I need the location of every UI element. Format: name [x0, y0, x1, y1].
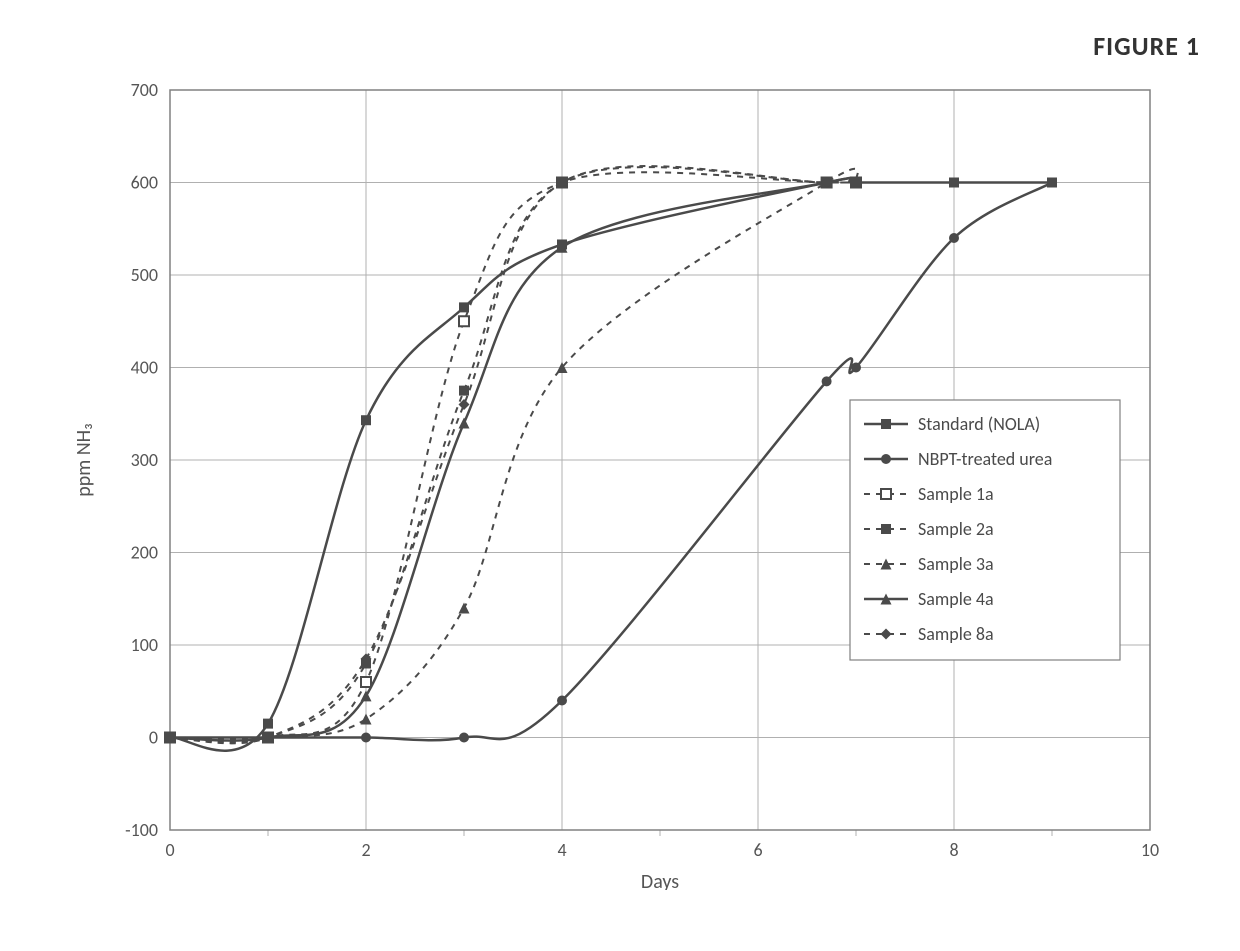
y-tick-label: -100: [125, 819, 158, 841]
legend-label: Sample 2a: [918, 518, 994, 540]
y-tick-label: 400: [131, 357, 158, 379]
y-tick-label: 300: [131, 449, 158, 471]
y-axis-label: ppm NH₃: [72, 423, 96, 497]
x-tick-label: 10: [1141, 839, 1159, 861]
y-tick-label: 700: [131, 79, 158, 101]
x-tick-label: 2: [361, 839, 370, 861]
legend-label: Sample 8a: [918, 623, 994, 645]
x-axis-label: Days: [641, 870, 679, 890]
legend-label: Standard (NOLA): [918, 413, 1040, 435]
legend-label: Sample 4a: [918, 588, 994, 610]
x-tick-label: 0: [165, 839, 174, 861]
y-tick-label: 500: [131, 264, 158, 286]
figure-title: FIGURE 1: [1093, 30, 1200, 62]
y-tick-label: 0: [149, 727, 158, 749]
legend-label: NBPT-treated urea: [918, 448, 1052, 470]
x-tick-label: 8: [949, 839, 958, 861]
x-tick-label: 6: [753, 839, 762, 861]
legend-label: Sample 3a: [918, 553, 994, 575]
y-tick-label: 600: [131, 172, 158, 194]
x-tick-label: 4: [557, 839, 566, 861]
figure-container: FIGURE 1 -100 0 100 200 300 400 500 600 700 0 2 4 6 8…: [0, 0, 1240, 951]
legend-label: Sample 1a: [918, 483, 994, 505]
y-tick-label: 100: [131, 634, 158, 656]
y-tick-label: 200: [131, 542, 158, 564]
line-chart: -100 0 100 200 300 400 500 600 700 0 2 4 6 8 10 ppm NH₃…: [60, 70, 1180, 890]
